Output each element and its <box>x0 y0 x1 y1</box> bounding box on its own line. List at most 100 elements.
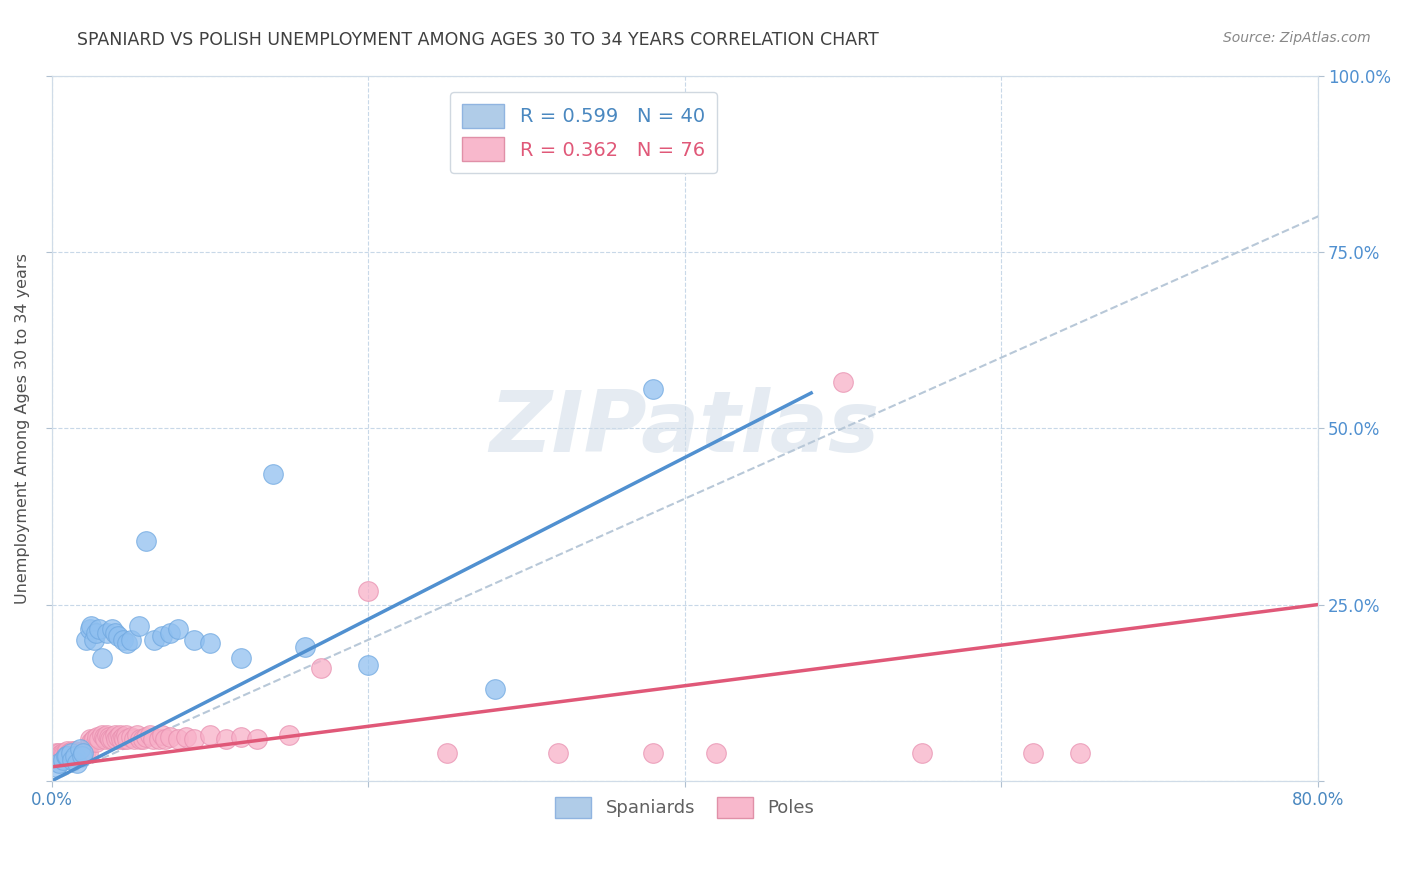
Point <box>56 744 79 758</box>
Point <box>84 735 107 749</box>
Point <box>79 731 101 746</box>
Point <box>104 625 127 640</box>
Point <box>84 625 107 640</box>
Point <box>97 731 120 745</box>
Point <box>91 728 114 742</box>
Point <box>65 747 87 762</box>
Point <box>72 746 94 760</box>
Point <box>107 731 129 745</box>
Point <box>60 753 83 767</box>
Point <box>115 728 138 742</box>
Point <box>48 746 70 760</box>
Point <box>112 731 135 746</box>
Point <box>117 636 139 650</box>
Point <box>100 623 122 637</box>
Point <box>135 534 157 549</box>
Point <box>104 728 127 742</box>
Point <box>58 746 80 760</box>
Point <box>87 731 110 746</box>
Point <box>60 744 83 758</box>
Point <box>122 731 145 746</box>
Point <box>174 731 197 745</box>
Point <box>105 731 128 746</box>
Point <box>96 728 118 742</box>
Text: ZIPatlas: ZIPatlas <box>489 387 880 470</box>
Point <box>70 749 93 764</box>
Point <box>198 728 221 742</box>
Point <box>86 731 108 745</box>
Point <box>132 731 155 746</box>
Point <box>96 625 118 640</box>
Point <box>59 746 82 760</box>
Point <box>436 746 458 760</box>
Point <box>98 731 121 746</box>
Point <box>91 650 114 665</box>
Point <box>62 746 84 760</box>
Point <box>45 746 67 760</box>
Point <box>547 746 569 760</box>
Point <box>66 756 89 771</box>
Point <box>150 728 173 742</box>
Point <box>100 731 122 746</box>
Point <box>93 731 115 745</box>
Point <box>277 728 299 742</box>
Point <box>77 746 100 760</box>
Point <box>155 731 177 746</box>
Point <box>135 731 157 745</box>
Point <box>159 731 181 745</box>
Point <box>83 632 105 647</box>
Point <box>48 756 70 771</box>
Point <box>159 625 181 640</box>
Point <box>69 746 91 760</box>
Point <box>67 747 90 762</box>
Point <box>183 632 205 647</box>
Point <box>167 623 190 637</box>
Point <box>129 731 152 746</box>
Point <box>56 747 79 762</box>
Point <box>183 731 205 746</box>
Point <box>294 640 316 654</box>
Point <box>52 746 75 760</box>
Point <box>75 632 97 647</box>
Point <box>214 731 236 746</box>
Point <box>1022 746 1045 760</box>
Point <box>1069 746 1091 760</box>
Point <box>80 619 103 633</box>
Point <box>911 746 934 760</box>
Point <box>82 733 104 747</box>
Point <box>111 632 134 647</box>
Point <box>143 632 166 647</box>
Text: Source: ZipAtlas.com: Source: ZipAtlas.com <box>1223 31 1371 45</box>
Point <box>70 744 93 758</box>
Point <box>231 731 253 745</box>
Point <box>87 623 110 637</box>
Point <box>107 629 129 643</box>
Point <box>125 728 148 742</box>
Point <box>108 728 131 742</box>
Point <box>49 747 72 762</box>
Point <box>69 742 91 756</box>
Point <box>65 744 87 758</box>
Point <box>641 383 664 397</box>
Point <box>167 731 190 746</box>
Text: SPANIARD VS POLISH UNEMPLOYMENT AMONG AGES 30 TO 34 YEARS CORRELATION CHART: SPANIARD VS POLISH UNEMPLOYMENT AMONG AG… <box>77 31 879 49</box>
Point <box>231 650 253 665</box>
Point <box>55 749 77 764</box>
Point <box>357 583 380 598</box>
Point <box>56 749 79 764</box>
Point <box>94 731 117 746</box>
Point <box>641 746 664 760</box>
Point <box>75 744 97 758</box>
Point <box>138 728 160 742</box>
Point <box>111 731 134 745</box>
Point <box>484 682 506 697</box>
Point <box>150 629 173 643</box>
Point <box>46 749 69 764</box>
Point <box>198 636 221 650</box>
Point <box>309 661 332 675</box>
Point <box>357 657 380 672</box>
Point <box>72 746 94 760</box>
Point <box>83 731 105 746</box>
Point <box>55 746 77 760</box>
Point <box>120 731 142 745</box>
